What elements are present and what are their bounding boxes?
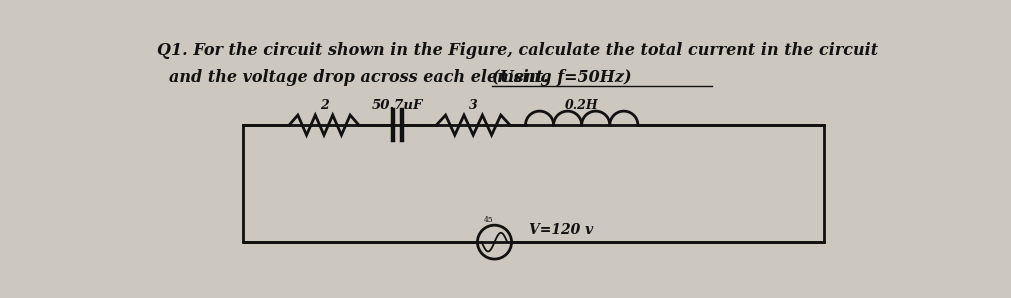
Text: 45: 45 <box>483 216 493 224</box>
Text: V=120 v: V=120 v <box>530 224 593 238</box>
Text: 3: 3 <box>469 99 477 112</box>
Text: 0.2H: 0.2H <box>565 99 599 112</box>
Text: Q1. For the circuit shown in the Figure, calculate the total current in the circ: Q1. For the circuit shown in the Figure,… <box>157 42 879 59</box>
Text: and the voltage drop across each element.: and the voltage drop across each element… <box>169 69 554 86</box>
Text: (Using f=50Hz): (Using f=50Hz) <box>492 69 632 86</box>
Text: 50.7uF: 50.7uF <box>372 99 424 112</box>
Text: 2: 2 <box>319 99 329 112</box>
